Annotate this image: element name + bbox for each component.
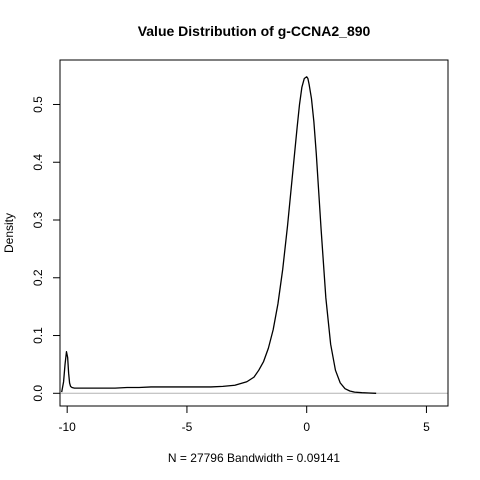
y-tick-label: 0.5: [31, 96, 45, 113]
y-tick-label: 0.4: [31, 154, 45, 171]
plot-area: [60, 76, 448, 394]
x-axis-label: N = 27796 Bandwidth = 0.09141: [168, 451, 340, 465]
x-tick-label: 0: [303, 420, 310, 434]
y-tick-label: 0.2: [31, 269, 45, 286]
y-axis-label: Density: [2, 213, 16, 253]
y-tick-label: 0.3: [31, 211, 45, 228]
y-axis: 0.0 0.1 0.2 0.3 0.4 0.5: [31, 96, 61, 402]
y-tick-label: 0.1: [31, 327, 45, 344]
y-tick-label: 0.0: [31, 385, 45, 402]
x-tick-label: -5: [182, 420, 193, 434]
x-axis: -10 -5 0 5: [59, 405, 430, 434]
chart-title: Value Distribution of g-CCNA2_890: [138, 23, 371, 39]
plot-frame: [59, 59, 449, 407]
density-curve: [61, 76, 377, 394]
x-tick-label: -10: [59, 420, 77, 434]
x-tick-label: 5: [423, 420, 430, 434]
